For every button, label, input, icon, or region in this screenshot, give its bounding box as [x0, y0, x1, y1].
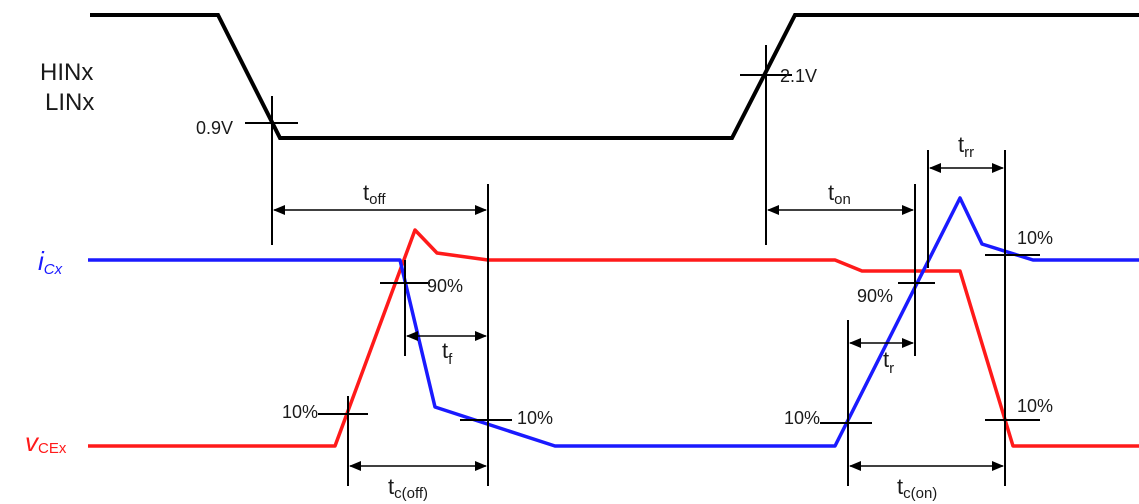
label-left-90: 90%: [427, 276, 463, 296]
label-left-10v: 10%: [282, 402, 318, 422]
tcon-main: t: [897, 474, 903, 499]
voltage-signal-label: vCEx: [25, 427, 67, 457]
label-2-1v: 2.1V: [780, 66, 817, 86]
current-signal-label: iCx: [38, 246, 63, 278]
tcoff-sub: c(off): [394, 485, 428, 502]
tcon-sub: c(on): [903, 485, 937, 502]
toff-main: t: [363, 180, 369, 205]
label-tcon: tc(on): [897, 474, 937, 502]
voltage-signal-sub: CEx: [38, 440, 67, 457]
label-right-10v: 10%: [1017, 396, 1053, 416]
label-0-9v: 0.9V: [196, 118, 233, 138]
label-trr: trr: [958, 132, 974, 161]
input-signal-label-hinx: HINx: [40, 59, 93, 86]
reference-lines: [271, 45, 1006, 486]
tr-main: t: [883, 347, 889, 372]
input-signal-label-linx: LINx: [45, 89, 94, 116]
label-right-10rr: 10%: [1017, 228, 1053, 248]
label-tr: tr: [883, 347, 894, 377]
tcoff-main: t: [388, 474, 394, 499]
trr-sub: rr: [964, 144, 974, 161]
interval-arrows: [273, 163, 1004, 471]
tf-sub: f: [448, 351, 453, 368]
label-ton: ton: [828, 180, 851, 208]
label-toff: toff: [363, 180, 386, 208]
voltage-signal-main: v: [25, 427, 40, 457]
current-signal-sub: Cx: [44, 261, 63, 278]
label-left-10i: 10%: [517, 408, 553, 428]
trr-main: t: [958, 132, 964, 157]
label-right-10i: 10%: [784, 408, 820, 428]
toff-sub: off: [369, 191, 386, 208]
tf-main: t: [442, 338, 448, 363]
ton-main: t: [828, 180, 834, 205]
label-tf: tf: [442, 338, 453, 368]
current-signal-main: i: [38, 246, 45, 276]
tr-sub: r: [889, 360, 894, 377]
current-waveform: [88, 196, 1139, 448]
label-tcoff: tc(off): [388, 474, 428, 502]
input-waveform: [90, 13, 1139, 140]
voltage-waveform: [88, 228, 1139, 448]
label-right-90: 90%: [857, 286, 893, 306]
ton-sub: on: [834, 191, 851, 208]
